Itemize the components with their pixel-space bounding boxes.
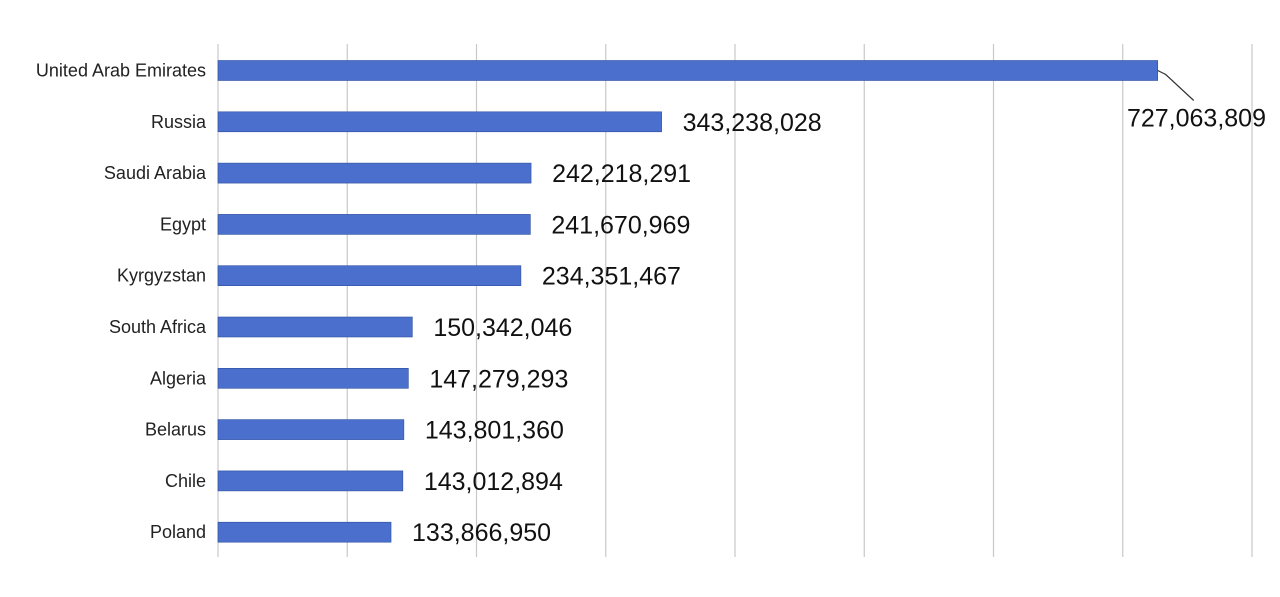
category-labels: United Arab Emirates Russia Saudi Arabia Eg…: [36, 61, 207, 543]
bar: [217, 214, 531, 235]
category-label: Belarus: [145, 420, 206, 440]
value-labels: 727,063,809 343,238,028 242,218,291 241,670…: [412, 69, 1266, 547]
bar: [217, 316, 413, 338]
value-label: 727,063,809: [1127, 105, 1266, 133]
bars: [217, 60, 1159, 543]
category-label: United Arab Emirates: [36, 61, 206, 81]
category-label: South Africa: [109, 317, 207, 337]
value-label: 143,012,894: [424, 468, 563, 496]
category-label: Poland: [150, 522, 206, 542]
category-label: Egypt: [160, 214, 206, 234]
value-label: 241,670,969: [551, 211, 690, 239]
category-label: Kyrgyzstan: [117, 266, 206, 286]
value-label: 234,351,467: [542, 263, 681, 291]
bar: [217, 60, 1159, 81]
bar: [217, 265, 522, 287]
bar: [217, 162, 532, 184]
value-label: 143,801,360: [425, 417, 564, 445]
value-label: 242,218,291: [552, 160, 691, 188]
leader-line: [1157, 69, 1195, 101]
bar: [217, 419, 405, 440]
category-label: Saudi Arabia: [104, 163, 207, 183]
bar: [217, 470, 404, 492]
value-label: 133,866,950: [412, 519, 551, 547]
bar: [217, 521, 392, 543]
bar: [217, 111, 662, 133]
category-label: Chile: [165, 471, 206, 491]
value-label: 147,279,293: [429, 365, 568, 393]
bar: [217, 367, 409, 389]
value-label: 343,238,028: [683, 109, 822, 137]
category-label: Algeria: [150, 368, 207, 388]
value-label: 150,342,046: [433, 314, 572, 342]
category-label: Russia: [151, 112, 207, 132]
